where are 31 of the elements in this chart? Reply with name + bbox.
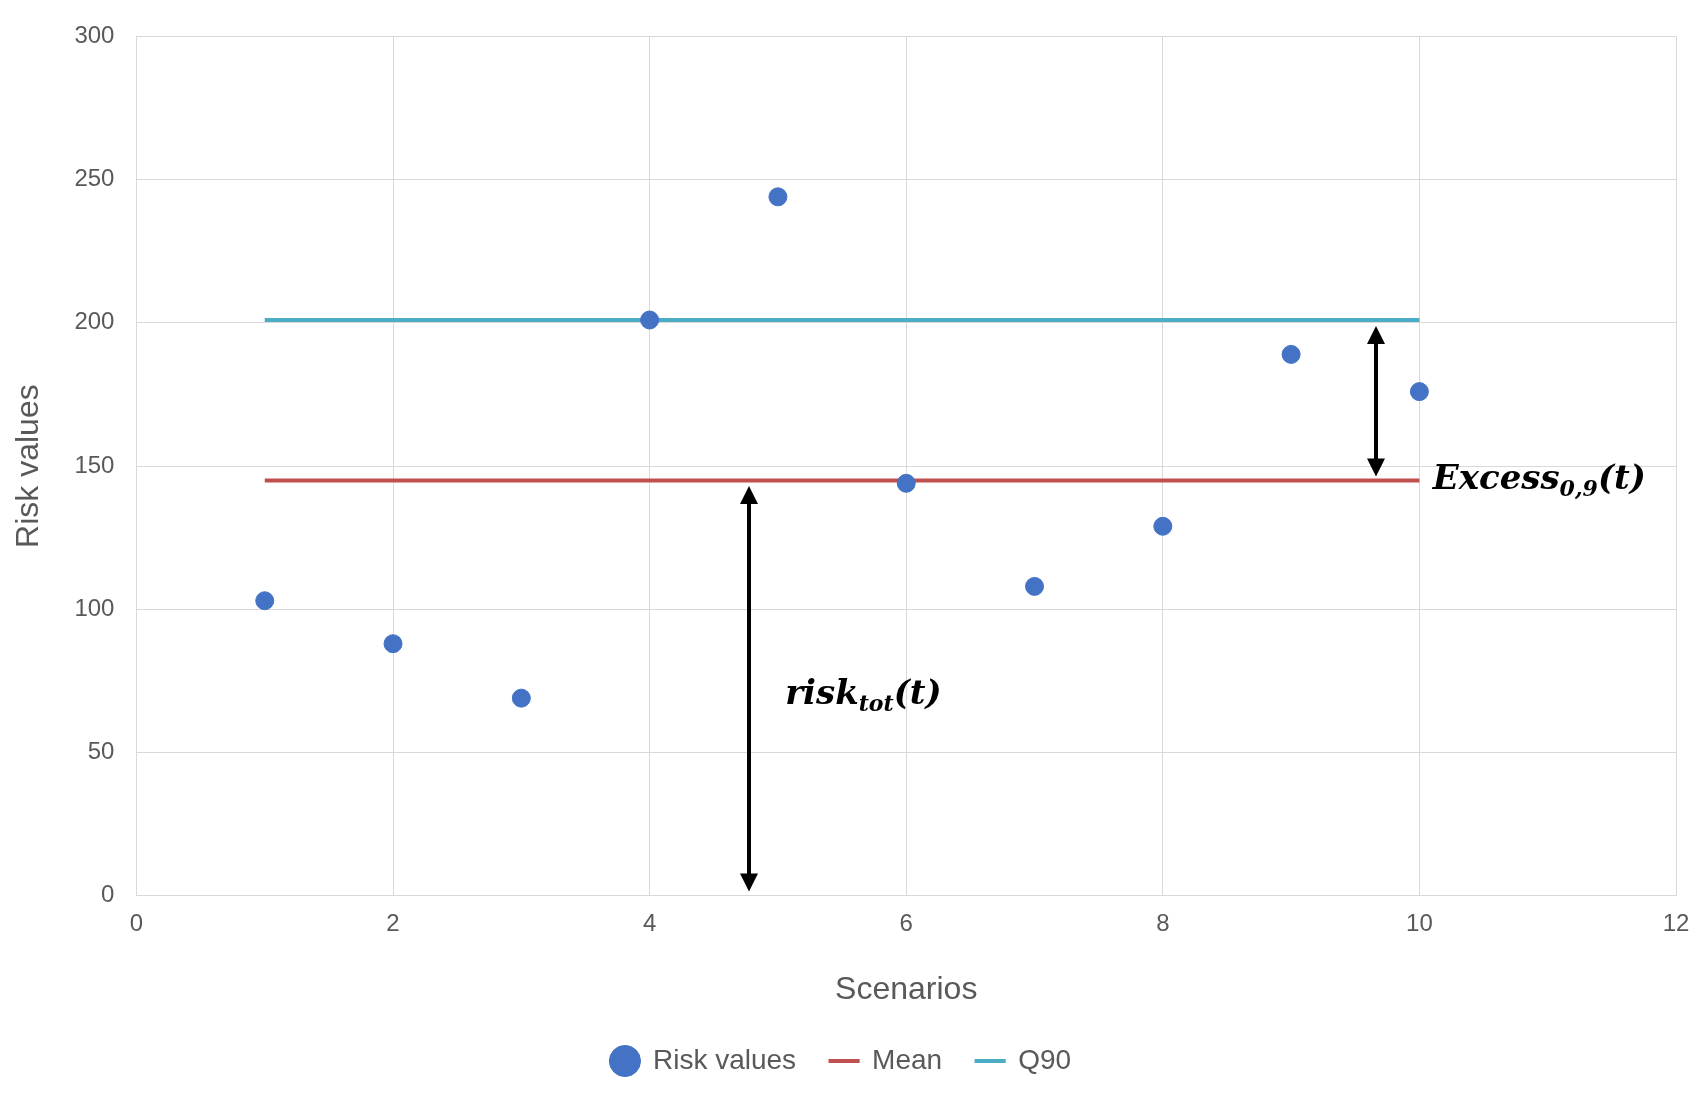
annotation: Excess$_{0,9}$(t) [1432, 456, 1646, 502]
legend-label: Risk values [652, 1043, 797, 1075]
point [511, 688, 531, 708]
x-axis-title: Scenarios [835, 969, 978, 1006]
x-tick-label: 4 [642, 908, 657, 936]
point [640, 310, 660, 330]
point [383, 634, 403, 654]
x-tick-label: 8 [1156, 908, 1170, 936]
y-tick-label: 150 [74, 450, 115, 478]
x-tick-label: 10 [1406, 908, 1433, 936]
y-tick-label: 200 [74, 307, 115, 335]
point [1281, 344, 1301, 364]
x-tick-label: 6 [899, 908, 913, 936]
legend-label: Q90 [1018, 1043, 1072, 1075]
y-tick-label: 50 [87, 737, 115, 765]
x-tick-label: 2 [386, 908, 400, 936]
annotation: risk$_{tot}$(t) [785, 671, 942, 717]
y-tick-label: 100 [74, 593, 115, 621]
y-tick-label: 250 [74, 164, 115, 192]
point [768, 187, 788, 207]
y-tick-label: 300 [74, 21, 115, 49]
x-tick-label: 0 [129, 908, 144, 936]
point [1153, 516, 1173, 536]
point [1025, 576, 1045, 596]
point [896, 473, 916, 493]
y-tick-label: 0 [101, 880, 115, 908]
point [255, 591, 275, 611]
y-axis-title: Risk values [9, 384, 46, 548]
legend-label: Mean [872, 1043, 943, 1075]
x-tick-label: 12 [1662, 908, 1690, 936]
point [1409, 382, 1429, 402]
